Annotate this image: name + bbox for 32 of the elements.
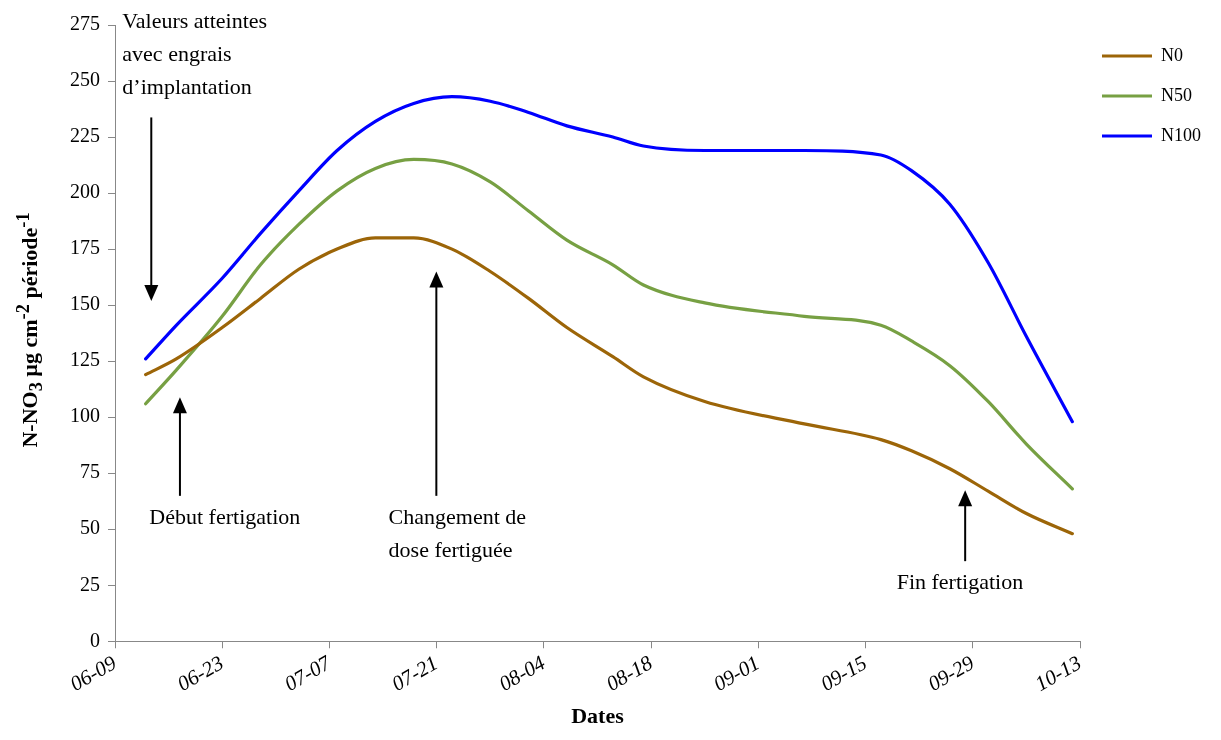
y-tick-label: 75	[80, 460, 100, 483]
x-tick-label: 06-23	[173, 650, 228, 696]
y-tick-label: 0	[90, 628, 100, 651]
x-axis-title: Dates	[571, 703, 625, 729]
x-tick-label: 09-15	[816, 650, 871, 696]
annotation: Début fertigation	[149, 504, 301, 530]
y-tick-label: 275	[70, 12, 100, 35]
x-tick-label: 09-01	[709, 650, 764, 696]
legend-label: N0	[1161, 44, 1183, 65]
annotation: Valeurs atteintes avec engrais d’implantation	[122, 7, 268, 99]
y-tick-label: 50	[80, 516, 100, 539]
annotation: Fin fertigation	[896, 568, 1024, 594]
y-tick-label: 25	[80, 572, 100, 595]
y-tick-label: 225	[70, 124, 100, 147]
x-tick-label: 07-21	[387, 650, 442, 696]
line-series	[144, 236, 1074, 536]
annotation: Changement de dose fertiguée	[388, 504, 527, 563]
x-tick-label: 10-13	[1030, 650, 1086, 696]
x-tick-label: 09-29	[923, 650, 979, 696]
y-tick-label: 100	[70, 404, 100, 427]
x-tick-label: 08-04	[494, 650, 550, 696]
x-tick-label: 08-18	[601, 650, 657, 696]
y-tick-label: 150	[70, 292, 100, 315]
x-tick-label: 07-07	[280, 649, 336, 696]
y-tick-label: 250	[70, 68, 100, 91]
y-tick-label: 200	[70, 180, 100, 203]
line-series	[144, 157, 1074, 491]
y-tick-label: 125	[70, 348, 100, 371]
legend-label: N50	[1161, 84, 1192, 105]
x-tick-label: 06-09	[65, 650, 121, 696]
legend-label: N100	[1161, 124, 1201, 145]
y-tick-label: 175	[70, 236, 100, 259]
